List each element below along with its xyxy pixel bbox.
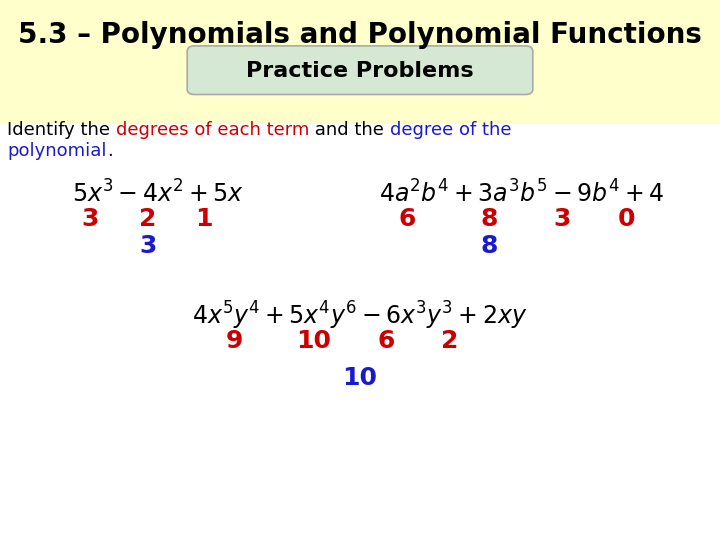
Text: .: . <box>107 142 112 160</box>
Text: $4a^2b^4+3a^3b^5-9b^4+4$: $4a^2b^4+3a^3b^5-9b^4+4$ <box>379 181 665 208</box>
Text: 8: 8 <box>481 207 498 231</box>
Text: 6: 6 <box>398 207 415 231</box>
Text: 3: 3 <box>139 234 156 258</box>
Text: 2: 2 <box>441 329 459 353</box>
Text: polynomial: polynomial <box>7 142 107 160</box>
Text: degree of the: degree of the <box>390 120 511 139</box>
Text: 5.3 – Polynomials and Polynomial Functions: 5.3 – Polynomials and Polynomial Functio… <box>18 21 702 49</box>
Text: 9: 9 <box>225 329 243 353</box>
Text: $5x^3-4x^2+5x$: $5x^3-4x^2+5x$ <box>73 181 244 208</box>
Text: $4x^5y^4+5x^4y^6-6x^3y^3+2xy$: $4x^5y^4+5x^4y^6-6x^3y^3+2xy$ <box>192 300 528 332</box>
Text: 1: 1 <box>195 207 212 231</box>
Text: 8: 8 <box>481 234 498 258</box>
Text: 0: 0 <box>618 207 635 231</box>
Text: Practice Problems: Practice Problems <box>246 61 474 82</box>
Text: 10: 10 <box>343 366 377 390</box>
FancyBboxPatch shape <box>187 46 533 94</box>
Text: Identify the: Identify the <box>7 120 116 139</box>
Bar <box>0 124 720 540</box>
Text: 3: 3 <box>553 207 570 231</box>
Text: and the: and the <box>310 120 390 139</box>
Text: 2: 2 <box>139 207 156 231</box>
Text: 3: 3 <box>81 207 99 231</box>
Text: 10: 10 <box>296 329 330 353</box>
Text: 6: 6 <box>378 329 395 353</box>
Text: degrees of each term: degrees of each term <box>116 120 310 139</box>
